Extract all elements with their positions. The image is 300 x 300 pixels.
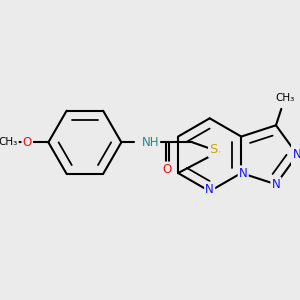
- Text: N: N: [205, 183, 214, 196]
- Text: NH: NH: [142, 136, 159, 149]
- Text: N: N: [239, 167, 248, 179]
- Text: N: N: [293, 148, 300, 161]
- Text: CH₃: CH₃: [0, 137, 18, 147]
- Text: S: S: [209, 143, 218, 157]
- Text: O: O: [163, 163, 172, 176]
- Text: N: N: [272, 178, 280, 191]
- Text: CH₃: CH₃: [275, 93, 295, 103]
- Text: O: O: [22, 136, 32, 149]
